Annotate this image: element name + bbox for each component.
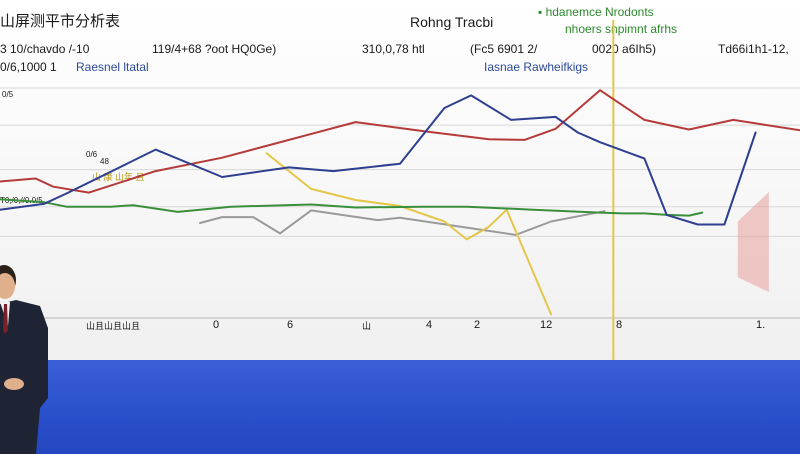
x-tick-label: 6 — [287, 319, 294, 331]
x-tick-label: 8 — [616, 319, 623, 331]
presenter-tie — [3, 304, 8, 334]
presenter-hands — [4, 378, 24, 390]
stage-backdrop — [0, 360, 800, 454]
header-cell: 119/4+68 ?oot HQ0Ge) — [152, 42, 277, 56]
x-tick-label: 0 — [213, 319, 220, 331]
header-cell: Td66i1h1-12, — [718, 42, 789, 56]
presentation-screen: 山屏测平市分析表 Rohng Tracbi ▪ hdanemce Nrodont… — [0, 0, 800, 360]
series-line-blue — [0, 94, 757, 226]
x-tick-label: 1. — [756, 319, 766, 331]
header-cell: 3 10/chavdo /-10 — [0, 42, 90, 56]
legend-green-sub: nhoers snpimnt afrhs — [565, 22, 678, 36]
row2-left: 0/6,1000 1 — [0, 60, 57, 74]
left-small-b: 0/6 — [86, 150, 98, 159]
header-cell: 310,0,78 htl — [362, 42, 425, 56]
left-small-c: 48 — [100, 157, 109, 166]
series-line-red — [0, 89, 800, 194]
presenter-figure — [0, 265, 48, 454]
x-tick-label: 4 — [426, 319, 433, 331]
x-tick-label: 山 — [362, 321, 372, 331]
highlight-band — [737, 191, 769, 293]
legend-blue-right: Iasnae Rawheifkigs — [484, 60, 589, 74]
legend-yellow: 山 康 山年 且 — [92, 172, 145, 182]
legend-blue-left: Raesnel ltatal — [76, 60, 149, 74]
x-tick-label: 12 — [540, 319, 553, 331]
series-line-green — [0, 198, 704, 217]
presenter-face — [0, 273, 15, 299]
left-small-a: 0/5 — [2, 90, 14, 99]
presenter-suit — [0, 300, 48, 454]
line-chart — [0, 20, 800, 360]
header-cell: (Fc5 6901 2/ — [470, 42, 538, 56]
header-cell: 0020 a6Ih5) — [592, 42, 657, 56]
chart-title: Rohng Tracbi — [410, 14, 494, 30]
series-line-yellow — [265, 152, 553, 316]
legend-green: ▪ hdanemce Nrodonts — [538, 5, 654, 19]
x-tick-label: 2 — [474, 319, 481, 331]
x-tick-label: 山且山且山且 — [86, 321, 141, 331]
screen-title: 山屏测平市分析表 — [0, 13, 121, 30]
series-line-gray — [199, 209, 606, 236]
